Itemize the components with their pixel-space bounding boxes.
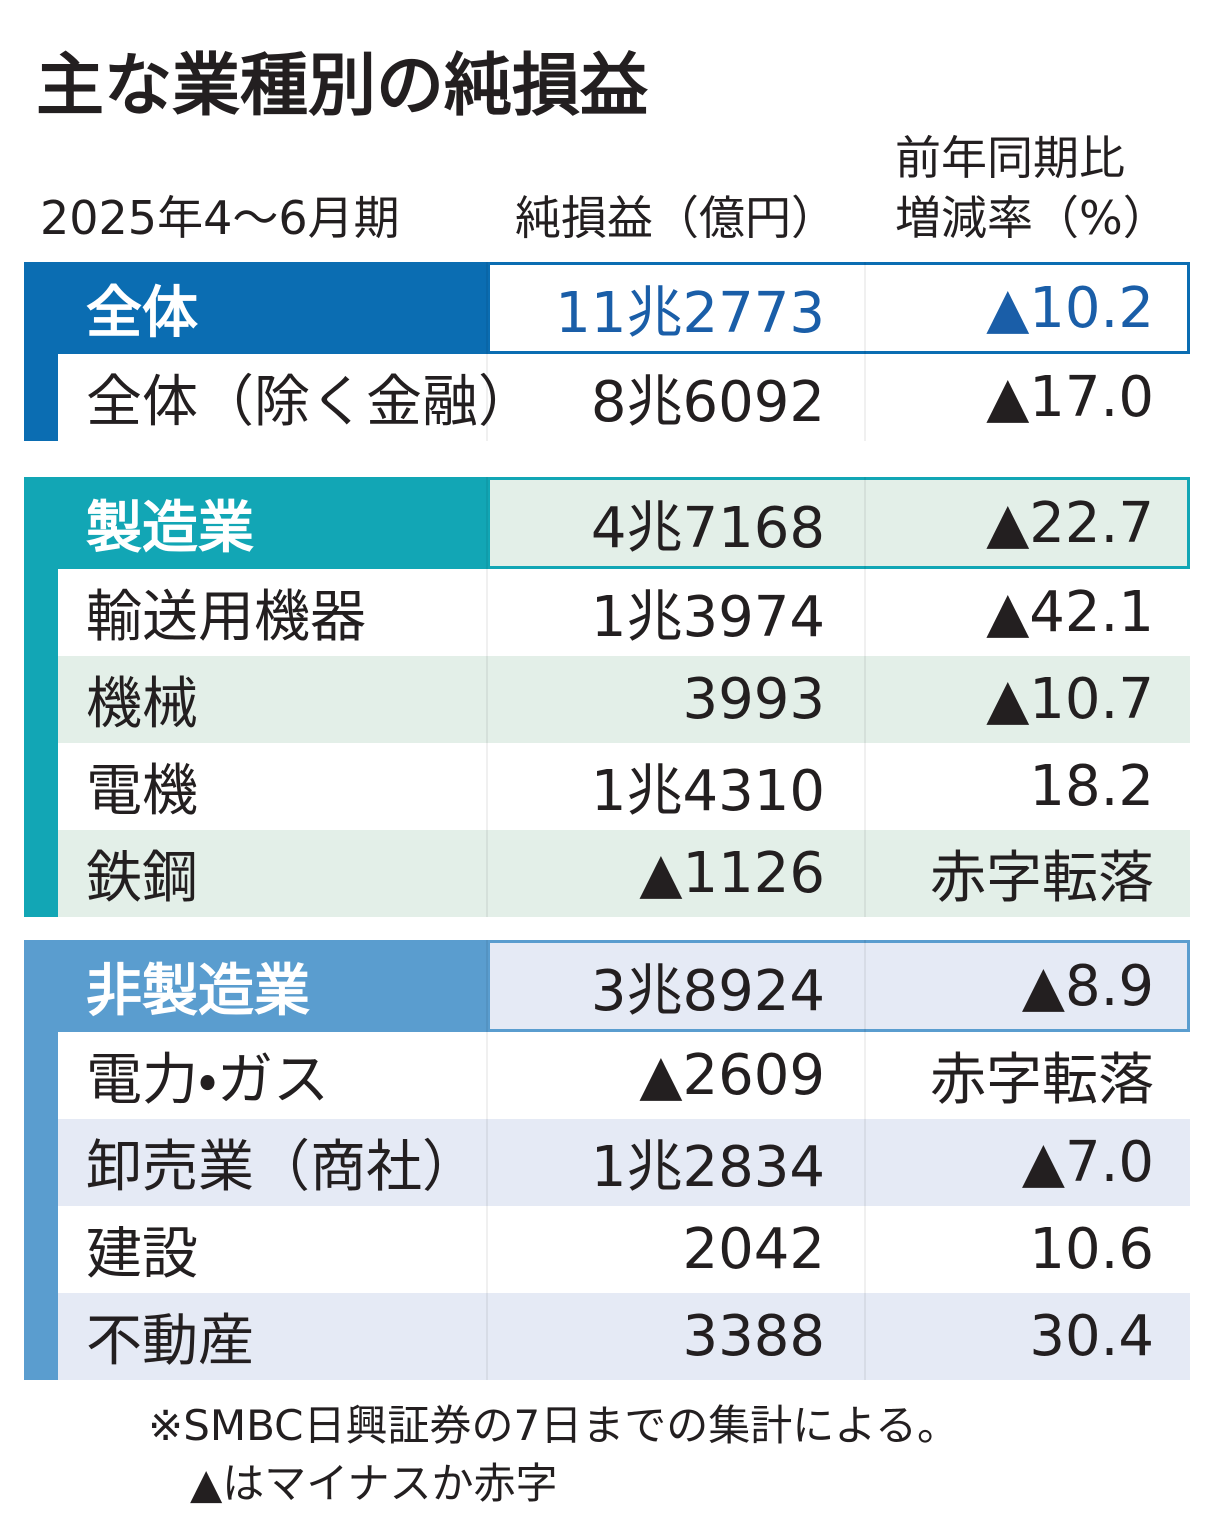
col-divider [864, 262, 866, 354]
section-label: 全体 [24, 262, 487, 354]
col-divider [486, 477, 488, 569]
col-divider [486, 1119, 488, 1206]
col-divider [864, 569, 866, 656]
title: 主な業種別の純損益 [36, 47, 649, 126]
col-divider [486, 1206, 488, 1293]
col-divider [864, 940, 866, 1032]
col-divider [486, 940, 488, 1032]
row-label: 電機 [86, 759, 198, 824]
row-label: 輸送用機器 [86, 585, 366, 650]
net-profit: 4兆7168 [590, 495, 825, 561]
row-bg [58, 569, 1190, 656]
row-label: 電力・ガス [86, 1048, 330, 1113]
net-profit: 2042 [682, 1217, 825, 1282]
col-divider [864, 477, 866, 569]
change-rate: ▲42.1 [986, 580, 1154, 645]
row-bg [58, 1293, 1190, 1380]
value-header: 純損益（億円） [515, 191, 837, 245]
col-divider [864, 743, 866, 830]
change-header: 増減率（%） [895, 191, 1169, 245]
net-profit: 3388 [682, 1304, 825, 1369]
change-rate: ▲22.7 [986, 490, 1154, 556]
row-bg [58, 656, 1190, 743]
net-profit: 3993 [682, 667, 825, 732]
change-rate: ▲10.7 [986, 667, 1154, 732]
col-divider [864, 656, 866, 743]
change-rate: ▲7.0 [1021, 1130, 1154, 1195]
row-label: 鉄鋼 [86, 846, 198, 911]
col-divider [486, 262, 488, 354]
net-profit: 1兆4310 [590, 759, 825, 824]
row-bg [58, 1206, 1190, 1293]
change-rate: ▲10.2 [986, 275, 1154, 341]
period-header: 2025年4〜6月期 [40, 191, 400, 245]
net-profit: 1兆2834 [590, 1135, 825, 1200]
col-divider [864, 1032, 866, 1119]
change-rate: ▲17.0 [986, 365, 1154, 430]
net-profit: 8兆6092 [590, 370, 825, 435]
col-divider [486, 656, 488, 743]
col-divider [486, 569, 488, 656]
row-label: 不動産 [86, 1309, 254, 1374]
col-divider [486, 743, 488, 830]
net-profit: 3兆8924 [590, 958, 825, 1024]
section-box [487, 940, 1190, 1032]
section-box [487, 262, 1190, 354]
col-divider [486, 1293, 488, 1380]
col-divider [486, 1032, 488, 1119]
col-divider [864, 1293, 866, 1380]
row-bg [58, 1032, 1190, 1119]
row-bg [58, 830, 1190, 917]
net-profit: ▲1126 [639, 841, 825, 906]
net-profit: 1兆3974 [590, 585, 825, 650]
col-divider [864, 830, 866, 917]
footnote: ※SMBC日興証券の7日までの集計による。 [148, 1401, 959, 1450]
change-rate: 10.6 [1029, 1217, 1154, 1282]
row-bg [58, 743, 1190, 830]
net-profit: 11兆2773 [555, 280, 825, 346]
net-profit: ▲2609 [639, 1043, 825, 1108]
col-divider [486, 830, 488, 917]
section-label: 製造業 [24, 477, 487, 569]
row-bg [58, 354, 1190, 441]
change-header: 前年同期比 [895, 131, 1125, 185]
col-divider [864, 354, 866, 441]
change-rate: 30.4 [1029, 1304, 1154, 1369]
row-label: 建設 [86, 1222, 198, 1287]
section-box [487, 477, 1190, 569]
col-divider [864, 1206, 866, 1293]
row-label: 卸売業（商社） [86, 1135, 478, 1200]
col-divider [864, 1119, 866, 1206]
change-rate: 赤字転落 [930, 1048, 1154, 1113]
footnote: ▲はマイナスか赤字 [190, 1459, 558, 1508]
row-bg [58, 1119, 1190, 1206]
change-rate: ▲8.9 [1021, 953, 1154, 1019]
section-label: 非製造業 [24, 940, 487, 1032]
row-label: 機械 [86, 672, 198, 737]
change-rate: 18.2 [1029, 754, 1154, 819]
change-rate: 赤字転落 [930, 846, 1154, 911]
row-label: 全体（除く金融） [86, 370, 534, 435]
col-divider [486, 354, 488, 441]
